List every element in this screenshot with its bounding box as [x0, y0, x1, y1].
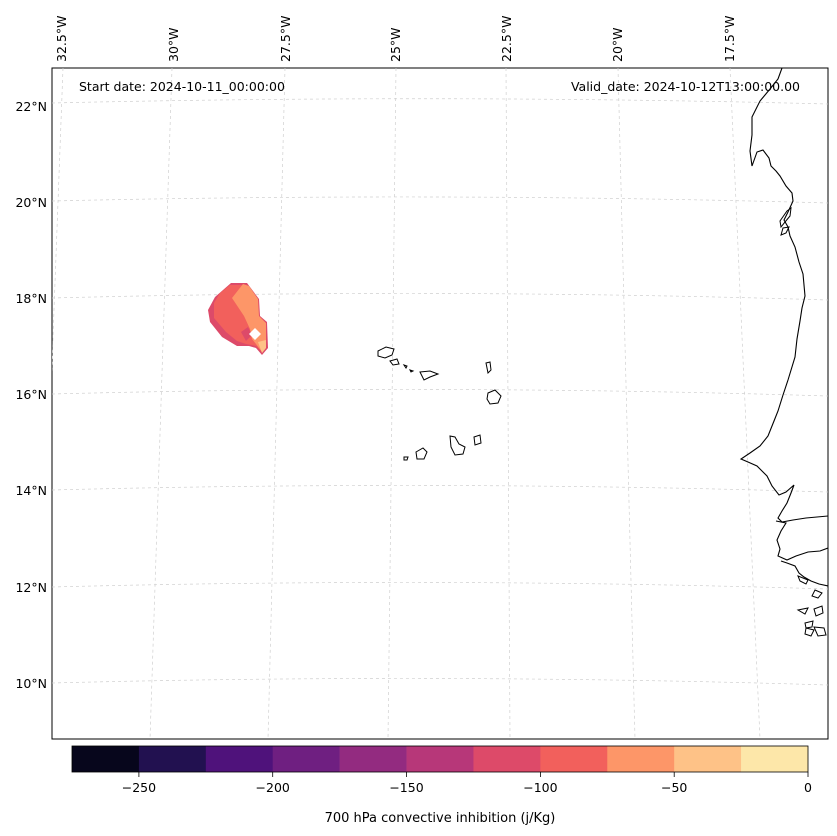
coast-inlet: [779, 206, 792, 229]
cin-contour-minus125-core: [241, 327, 252, 341]
cb-tick-label-minus150: −150: [389, 780, 423, 795]
cin-gap: [249, 328, 261, 340]
meridian-20w: [617, 68, 636, 739]
colorbar-bin: [473, 746, 541, 772]
meridian-27.5w: [267, 68, 286, 739]
lat-label-20n: 20°N: [15, 195, 47, 210]
colorbar-bin: [205, 746, 274, 772]
start-date-label: Start date: 2024-10-11_00:00:00: [79, 79, 285, 94]
colorbar-bin: [72, 746, 140, 772]
colorbar-ticks: [138, 772, 809, 777]
island-santiago: [449, 435, 466, 456]
colorbar-bins: [72, 746, 809, 772]
colorbar-bin: [607, 746, 675, 772]
cb-tick-label-minus100: −100: [523, 780, 557, 795]
bijagos-5: [813, 626, 827, 637]
cb-tick-label-minus250: −250: [122, 780, 156, 795]
meridian-22.5w: [505, 68, 511, 739]
cape-verde-islands: [377, 346, 502, 461]
island-sao-nicolau: [419, 370, 440, 381]
colorbar-bin: [339, 746, 407, 772]
gambia-river-coast: [775, 520, 828, 561]
lon-label-17.5w: 17.5°W: [722, 16, 737, 62]
lat-label-18n: 18°N: [15, 291, 47, 306]
valid-date-label: Valid_date: 2024-10-12T13:00:00.00: [571, 79, 800, 94]
lon-label-22.5w: 22.5°W: [499, 16, 514, 62]
lon-label-27.5w: 27.5°W: [278, 16, 293, 62]
colorbar-frame: [71, 745, 809, 773]
lon-label-30w: 30°W: [166, 27, 181, 62]
lat-label-22n: 22°N: [15, 99, 47, 114]
meridian-17.5w: [729, 68, 761, 739]
lat-label-14n: 14°N: [15, 483, 47, 498]
island-maio: [473, 434, 482, 446]
guinea-bissau-coast: [780, 560, 828, 587]
bijagos-4: [804, 627, 815, 637]
bijagos-1: [796, 607, 809, 615]
parallel-12n: [52, 582, 828, 590]
lon-label-25w: 25°W: [388, 27, 403, 62]
lon-label-32.5w: 32.5°W: [54, 16, 69, 62]
parallel-18n: [52, 293, 828, 301]
africa-coast-north: [739, 68, 828, 523]
colorbar-bin: [138, 746, 207, 772]
lat-label-16n: 16°N: [15, 387, 47, 402]
lat-label-12n: 12°N: [15, 580, 47, 595]
colorbar-bin: [674, 746, 742, 772]
cin-feature: [208, 283, 268, 355]
lat-label-10n: 10°N: [15, 676, 47, 691]
island-sao-vicente: [389, 358, 400, 366]
island-fogo: [415, 447, 428, 460]
bijagos-2: [813, 605, 824, 617]
cb-tick-label-minus50: −50: [661, 780, 687, 795]
island-islet: [409, 369, 415, 373]
parallel-16n: [52, 389, 828, 397]
parallel-22n: [52, 98, 828, 105]
cin-contour-minus50: [258, 340, 266, 353]
colorbar-bin: [406, 746, 474, 772]
bijagos-3: [804, 620, 814, 629]
coast-island-small: [780, 226, 790, 236]
meridian-30w: [149, 68, 173, 739]
coast-islet-a: [797, 575, 809, 585]
cb-tick-label-0: 0: [804, 780, 812, 795]
map-content: [52, 68, 828, 739]
parallel-20n: [52, 196, 828, 204]
island-brava: [403, 456, 409, 461]
colorbar: −250 −200 −150 −100 −50 0 700 hPa convec…: [71, 745, 812, 826]
gridlines: [52, 68, 828, 739]
colorbar-bin: [741, 746, 809, 772]
colorbar-bin: [272, 746, 340, 772]
island-boa-vista: [486, 389, 502, 405]
cb-tick-label-minus200: −200: [256, 780, 290, 795]
meridian-25w: [387, 68, 397, 739]
parallel-14n: [52, 485, 828, 493]
coast-islet-b: [811, 589, 823, 599]
colorbar-bin: [540, 746, 608, 772]
island-santa-luzia: [402, 364, 408, 369]
island-sal: [485, 361, 492, 375]
lon-label-20w: 20°W: [610, 27, 625, 62]
island-santo-antao: [377, 346, 395, 359]
map-frame: [51, 67, 829, 740]
parallel-10n: [52, 678, 828, 686]
colorbar-title: 700 hPa convective inhibition (j/Kg): [325, 811, 556, 826]
